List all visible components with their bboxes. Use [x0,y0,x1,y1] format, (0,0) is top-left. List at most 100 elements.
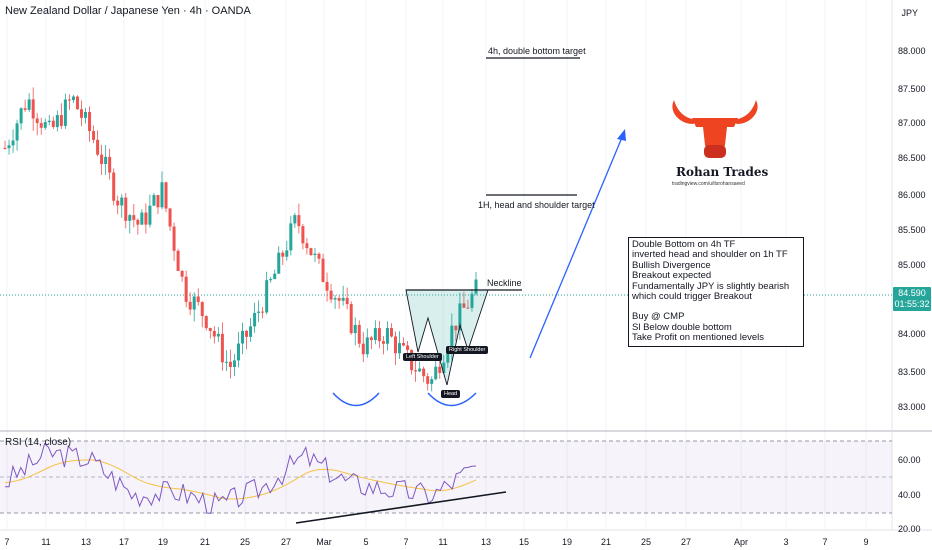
candle-body[interactable] [269,279,273,281]
candle-body[interactable] [365,337,369,355]
candle-body[interactable] [184,276,188,302]
candle-body[interactable] [361,343,365,355]
candle-body[interactable] [156,195,160,208]
candle-body[interactable] [442,362,446,373]
candle-body[interactable] [47,120,51,123]
candle-body[interactable] [434,366,438,380]
candle-body[interactable] [236,343,240,361]
candle-body[interactable] [23,108,27,110]
candle-body[interactable] [377,328,381,342]
candle-body[interactable] [51,120,55,128]
candle-body[interactable] [112,172,116,201]
candle-body[interactable] [373,328,377,340]
candle-body[interactable] [43,122,47,128]
candle-body[interactable] [88,111,92,132]
candle-body[interactable] [345,297,349,305]
candle-body[interactable] [406,345,410,350]
candle-body[interactable] [164,182,168,209]
candle-body[interactable] [297,215,301,227]
candle-body[interactable] [398,343,402,354]
candle-body[interactable] [188,301,192,310]
double-bottom-arc-right[interactable] [427,392,477,407]
candle-body[interactable] [172,226,176,251]
trade-notes[interactable]: Double Bottom on 4h TF inverted head and… [628,237,804,347]
candle-body[interactable] [385,328,389,344]
candle-body[interactable] [160,182,164,208]
candle-body[interactable] [228,361,232,368]
candle-body[interactable] [289,223,293,251]
candle-body[interactable] [136,219,140,225]
candle-body[interactable] [329,290,333,300]
candlestick-series[interactable] [3,87,478,392]
candle-body[interactable] [474,279,478,294]
candle-body[interactable] [446,350,450,363]
candle-body[interactable] [245,330,249,337]
candle-body[interactable] [285,250,289,257]
candle-body[interactable] [84,111,88,118]
candle-body[interactable] [265,280,269,313]
candle-body[interactable] [349,304,353,334]
candle-body[interactable] [220,333,224,363]
candle-body[interactable] [27,99,31,110]
candle-body[interactable] [353,324,357,334]
candle-body[interactable] [59,115,63,126]
projection-arrow[interactable] [529,134,624,359]
candle-body[interactable] [369,337,373,340]
candle-body[interactable] [180,270,184,277]
candle-body[interactable] [261,311,265,313]
candle-body[interactable] [63,99,67,126]
candle-body[interactable] [414,370,418,372]
candle-body[interactable] [216,333,220,337]
candle-body[interactable] [55,115,59,128]
candle-body[interactable] [176,250,180,271]
candle-body[interactable] [273,273,277,280]
candle-body[interactable] [192,296,196,310]
candle-body[interactable] [281,252,285,257]
candle-body[interactable] [313,253,317,256]
candle-body[interactable] [309,248,313,256]
candle-body[interactable] [426,376,430,384]
candle-body[interactable] [325,281,329,291]
candle-body[interactable] [31,99,35,119]
candle-body[interactable] [389,328,393,337]
candle-body[interactable] [212,330,216,337]
candle-body[interactable] [208,328,212,331]
candle-body[interactable] [393,336,397,354]
candle-body[interactable] [132,215,136,220]
price-axis[interactable]: 88.000 87.500 87.000 86.500 86.000 85.50… [892,0,932,534]
candle-body[interactable] [35,118,39,124]
candle-body[interactable] [92,131,96,140]
candle-body[interactable] [104,156,108,164]
candle-body[interactable] [148,205,152,225]
candle-body[interactable] [241,330,245,344]
candle-body[interactable] [422,368,426,377]
candle-body[interactable] [438,366,442,373]
candle-body[interactable] [11,140,15,146]
candle-body[interactable] [317,253,321,259]
candle-body[interactable] [357,324,361,344]
candle-body[interactable] [108,156,112,173]
candle-body[interactable] [418,368,422,372]
candle-body[interactable] [293,215,297,224]
candle-body[interactable] [144,212,148,225]
candle-body[interactable] [462,303,466,308]
candle-body[interactable] [277,252,281,274]
candle-body[interactable] [253,312,257,327]
candle-body[interactable] [3,147,7,149]
candle-body[interactable] [120,197,124,206]
candle-body[interactable] [7,145,11,149]
candle-body[interactable] [430,379,434,384]
double-bottom-arc-left[interactable] [332,392,380,407]
candle-body[interactable] [301,226,305,244]
rsi-line[interactable] [5,442,477,514]
candle-body[interactable] [196,296,200,303]
candle-body[interactable] [204,316,208,329]
candle-body[interactable] [96,139,100,155]
candle-body[interactable] [128,215,132,221]
candle-body[interactable] [249,326,253,337]
candle-body[interactable] [232,360,236,368]
candle-body[interactable] [79,109,83,118]
candle-body[interactable] [100,154,104,164]
candle-body[interactable] [124,197,128,221]
